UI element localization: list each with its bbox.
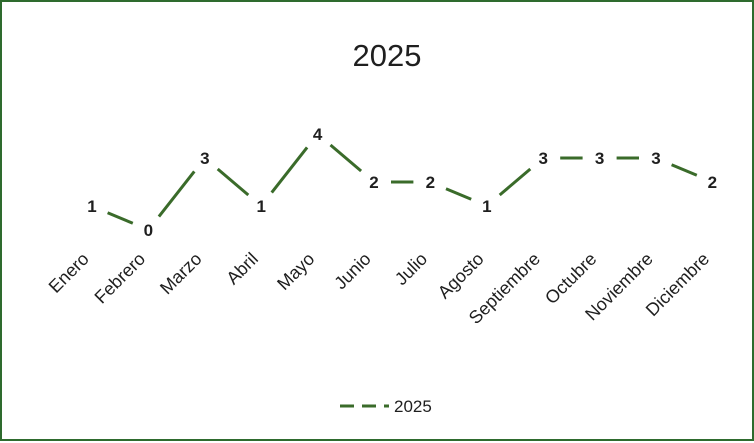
chart-title: 2025 xyxy=(353,38,422,73)
data-label-octubre: 3 xyxy=(595,149,604,168)
series-line-2025 xyxy=(107,143,698,225)
x-tick-marzo: Marzo xyxy=(156,249,206,299)
line-segment-abril-mayo xyxy=(270,146,309,194)
x-tick-enero: Enero xyxy=(45,249,93,297)
x-tick-abril: Abril xyxy=(222,249,262,289)
legend-label-2025: 2025 xyxy=(394,397,432,416)
line-segment-enero-febrero xyxy=(107,211,134,225)
legend: 2025 xyxy=(340,397,432,416)
line-segment-mayo-junio xyxy=(329,143,363,173)
data-label-agosto: 1 xyxy=(482,197,491,216)
x-tick-febrero: Febrero xyxy=(91,249,150,308)
x-tick-junio: Junio xyxy=(330,249,375,294)
data-label-enero: 1 xyxy=(87,197,96,216)
line-segment-julio-agosto xyxy=(445,187,472,201)
data-label-septiembre: 3 xyxy=(538,149,547,168)
x-tick-julio: Julio xyxy=(391,249,431,289)
line-segment-noviembre-diciembre xyxy=(671,163,698,177)
data-label-junio: 2 xyxy=(369,173,378,192)
line-segment-agosto-septiembre xyxy=(498,167,532,197)
data-labels: 1 0 3 1 4 2 2 1 3 3 3 2 xyxy=(87,125,717,240)
line-segment-febrero-marzo xyxy=(157,170,196,218)
x-tick-mayo: Mayo xyxy=(273,249,318,294)
data-label-abril: 1 xyxy=(256,197,265,216)
line-segment-marzo-abril xyxy=(216,167,250,197)
data-label-noviembre: 3 xyxy=(651,149,660,168)
data-label-marzo: 3 xyxy=(200,149,209,168)
data-label-julio: 2 xyxy=(426,173,435,192)
data-label-diciembre: 2 xyxy=(708,173,717,192)
data-label-febrero: 0 xyxy=(144,221,153,240)
data-label-mayo: 4 xyxy=(313,125,323,144)
x-tick-agosto: Agosto xyxy=(434,249,488,303)
